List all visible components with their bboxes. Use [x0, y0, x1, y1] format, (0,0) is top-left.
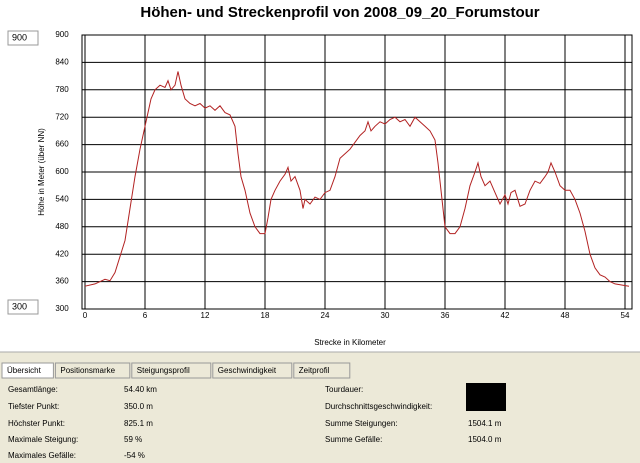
- max-input-text: 900: [12, 32, 27, 42]
- tab[interactable]: [54, 362, 131, 379]
- y-axis-label: Höhe in Meter (über NN): [37, 128, 46, 216]
- x-tick-label: 0: [83, 311, 88, 320]
- stat-value: 825.1 m: [124, 419, 153, 428]
- chart-title: Höhen- und Streckenprofil von 2008_09_20…: [140, 4, 539, 21]
- stat-value: -54 %: [124, 451, 145, 460]
- tab[interactable]: [1, 362, 54, 379]
- y-tick-label: 720: [55, 112, 69, 121]
- x-tick-label: 36: [441, 311, 450, 320]
- stat-label: Tiefster Punkt:: [8, 402, 59, 411]
- min-input[interactable]: [7, 299, 39, 315]
- x-tick-label: 54: [621, 311, 630, 320]
- tab-label: Geschwindigkeit: [218, 366, 277, 375]
- tab-label: Positionsmarke: [60, 366, 115, 375]
- y-tick-label: 300: [55, 304, 69, 313]
- y-tick-label: 540: [55, 195, 69, 204]
- elevation-line: [84, 71, 630, 287]
- tab[interactable]: [212, 362, 293, 379]
- min-input-text: 300: [12, 301, 27, 311]
- y-tick-label: 480: [55, 222, 69, 231]
- max-input[interactable]: [7, 30, 39, 46]
- y-tick-label: 900: [55, 30, 69, 39]
- y-tick-label: 420: [55, 249, 69, 258]
- stat-label: Durchschnittsgeschwindigkeit:: [325, 402, 432, 411]
- stat-label: Maximale Steigung:: [8, 435, 78, 444]
- x-axis-label: Strecke in Kilometer: [314, 338, 386, 347]
- tab[interactable]: [131, 362, 212, 379]
- y-tick-label: 780: [55, 85, 69, 94]
- x-tick-label: 6: [143, 311, 148, 320]
- stat-label: Höchster Punkt:: [8, 419, 65, 428]
- tab-label: Steigungsprofil: [137, 366, 190, 375]
- tab-label: Zeitprofil: [299, 366, 330, 375]
- x-tick-label: 12: [201, 311, 210, 320]
- stat-value: 350.0 m: [124, 402, 153, 411]
- y-tick-label: 360: [55, 277, 69, 286]
- x-tick-label: 24: [321, 311, 330, 320]
- stat-value: 1504.0 m: [468, 435, 502, 444]
- stat-value: 59 %: [124, 435, 142, 444]
- stat-value: 1504.1 m: [468, 419, 502, 428]
- stat-value: 54.40 km: [124, 385, 157, 394]
- x-tick-label: 48: [561, 311, 570, 320]
- x-tick-label: 42: [501, 311, 510, 320]
- stat-label: Gesamtlänge:: [8, 385, 58, 394]
- x-tick-label: 18: [261, 311, 270, 320]
- stat-label: Summe Gefälle:: [325, 435, 382, 444]
- tab[interactable]: [293, 362, 351, 379]
- stat-label: Summe Steigungen:: [325, 419, 398, 428]
- y-tick-label: 600: [55, 167, 69, 176]
- hidden-value: [466, 383, 506, 411]
- y-tick-label: 840: [55, 58, 69, 67]
- stat-label: Maximales Gefälle:: [8, 451, 76, 460]
- tab-label: Übersicht: [7, 366, 42, 375]
- x-tick-label: 30: [381, 311, 390, 320]
- y-tick-label: 660: [55, 140, 69, 149]
- stat-label: Tourdauer:: [325, 385, 363, 394]
